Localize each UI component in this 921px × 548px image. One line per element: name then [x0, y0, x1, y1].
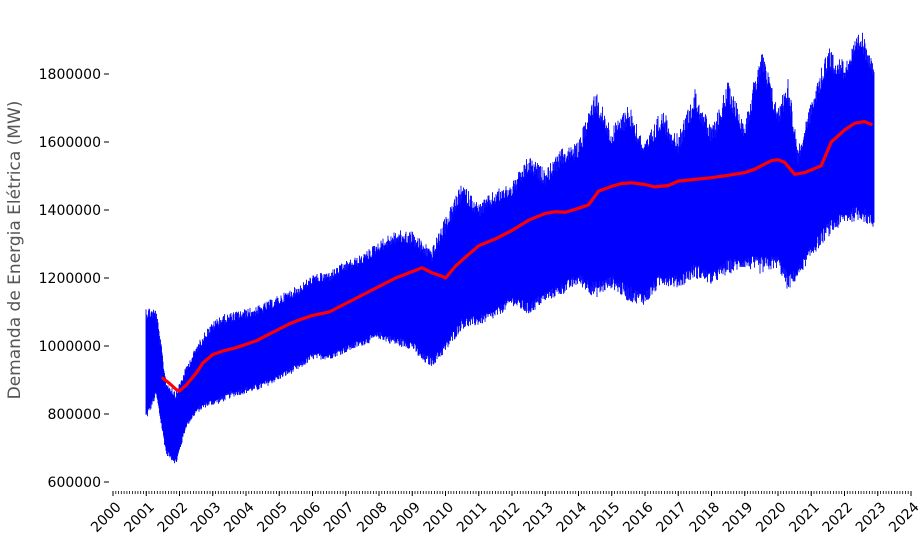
x-tick-label: 2021	[786, 499, 823, 536]
x-tick-label: 2009	[387, 499, 424, 536]
x-tick-label: 2015	[587, 499, 624, 536]
moving-average-line	[161, 119, 873, 393]
y-tick-label: 1000000	[39, 339, 101, 355]
x-tick-label: 2019	[720, 499, 757, 536]
y-axis: 600000 800000 1000000 1200000 1400000 1600000…	[39, 67, 109, 491]
x-tick-label: 2018	[687, 499, 724, 536]
x-tick-label: 2002	[155, 499, 192, 536]
y-tick-label: 1200000	[39, 271, 101, 287]
y-tick-label: 600000	[48, 475, 101, 491]
x-tick-label: 2011	[454, 499, 491, 536]
x-tick-label: 2023	[853, 499, 890, 536]
x-tick-label: 2003	[188, 499, 225, 536]
x-tick-label: 2022	[820, 499, 857, 536]
x-tick-label: 2017	[653, 499, 690, 536]
x-tick-label: 2016	[620, 499, 657, 536]
y-tick-label: 1600000	[39, 135, 101, 151]
x-axis: 2000200120022003200420052006200720082009…	[88, 491, 921, 536]
x-tick-label: 2007	[321, 499, 358, 536]
y-tick-label: 800000	[48, 407, 101, 423]
x-tick-label: 2024	[886, 499, 921, 536]
x-tick-label: 2020	[753, 499, 790, 536]
y-axis-label: Demanda de Energia Elétrica (MW)	[5, 101, 25, 400]
x-tick-label: 2013	[520, 499, 557, 536]
x-tick-label: 2000	[88, 499, 125, 536]
moving-average-layer	[161, 119, 873, 393]
demand-band-layer	[145, 32, 875, 464]
x-tick-label: 2005	[254, 499, 291, 536]
y-tick-label: 1800000	[39, 67, 101, 83]
x-tick-label: 2010	[421, 499, 458, 536]
x-tick-label: 2012	[487, 499, 524, 536]
x-tick-label: 2006	[288, 499, 325, 536]
demand-series-band	[145, 32, 875, 464]
x-tick-label: 2014	[554, 499, 591, 536]
x-tick-label: 2008	[354, 499, 391, 536]
x-tick-label: 2004	[221, 499, 258, 536]
y-tick-label: 1400000	[39, 203, 101, 219]
x-tick-label: 2001	[121, 499, 158, 536]
